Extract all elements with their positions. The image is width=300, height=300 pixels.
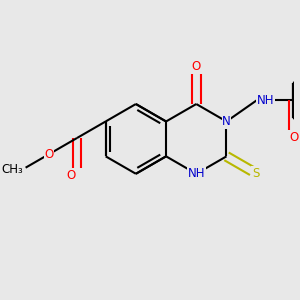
Text: O: O <box>66 169 76 182</box>
Text: CH₃: CH₃ <box>1 163 23 176</box>
Text: N: N <box>222 115 231 128</box>
Text: O: O <box>45 148 54 160</box>
Text: O: O <box>289 131 298 144</box>
Text: S: S <box>252 167 259 180</box>
Text: NH: NH <box>256 94 274 107</box>
Text: O: O <box>192 60 201 73</box>
Text: NH: NH <box>188 167 205 180</box>
